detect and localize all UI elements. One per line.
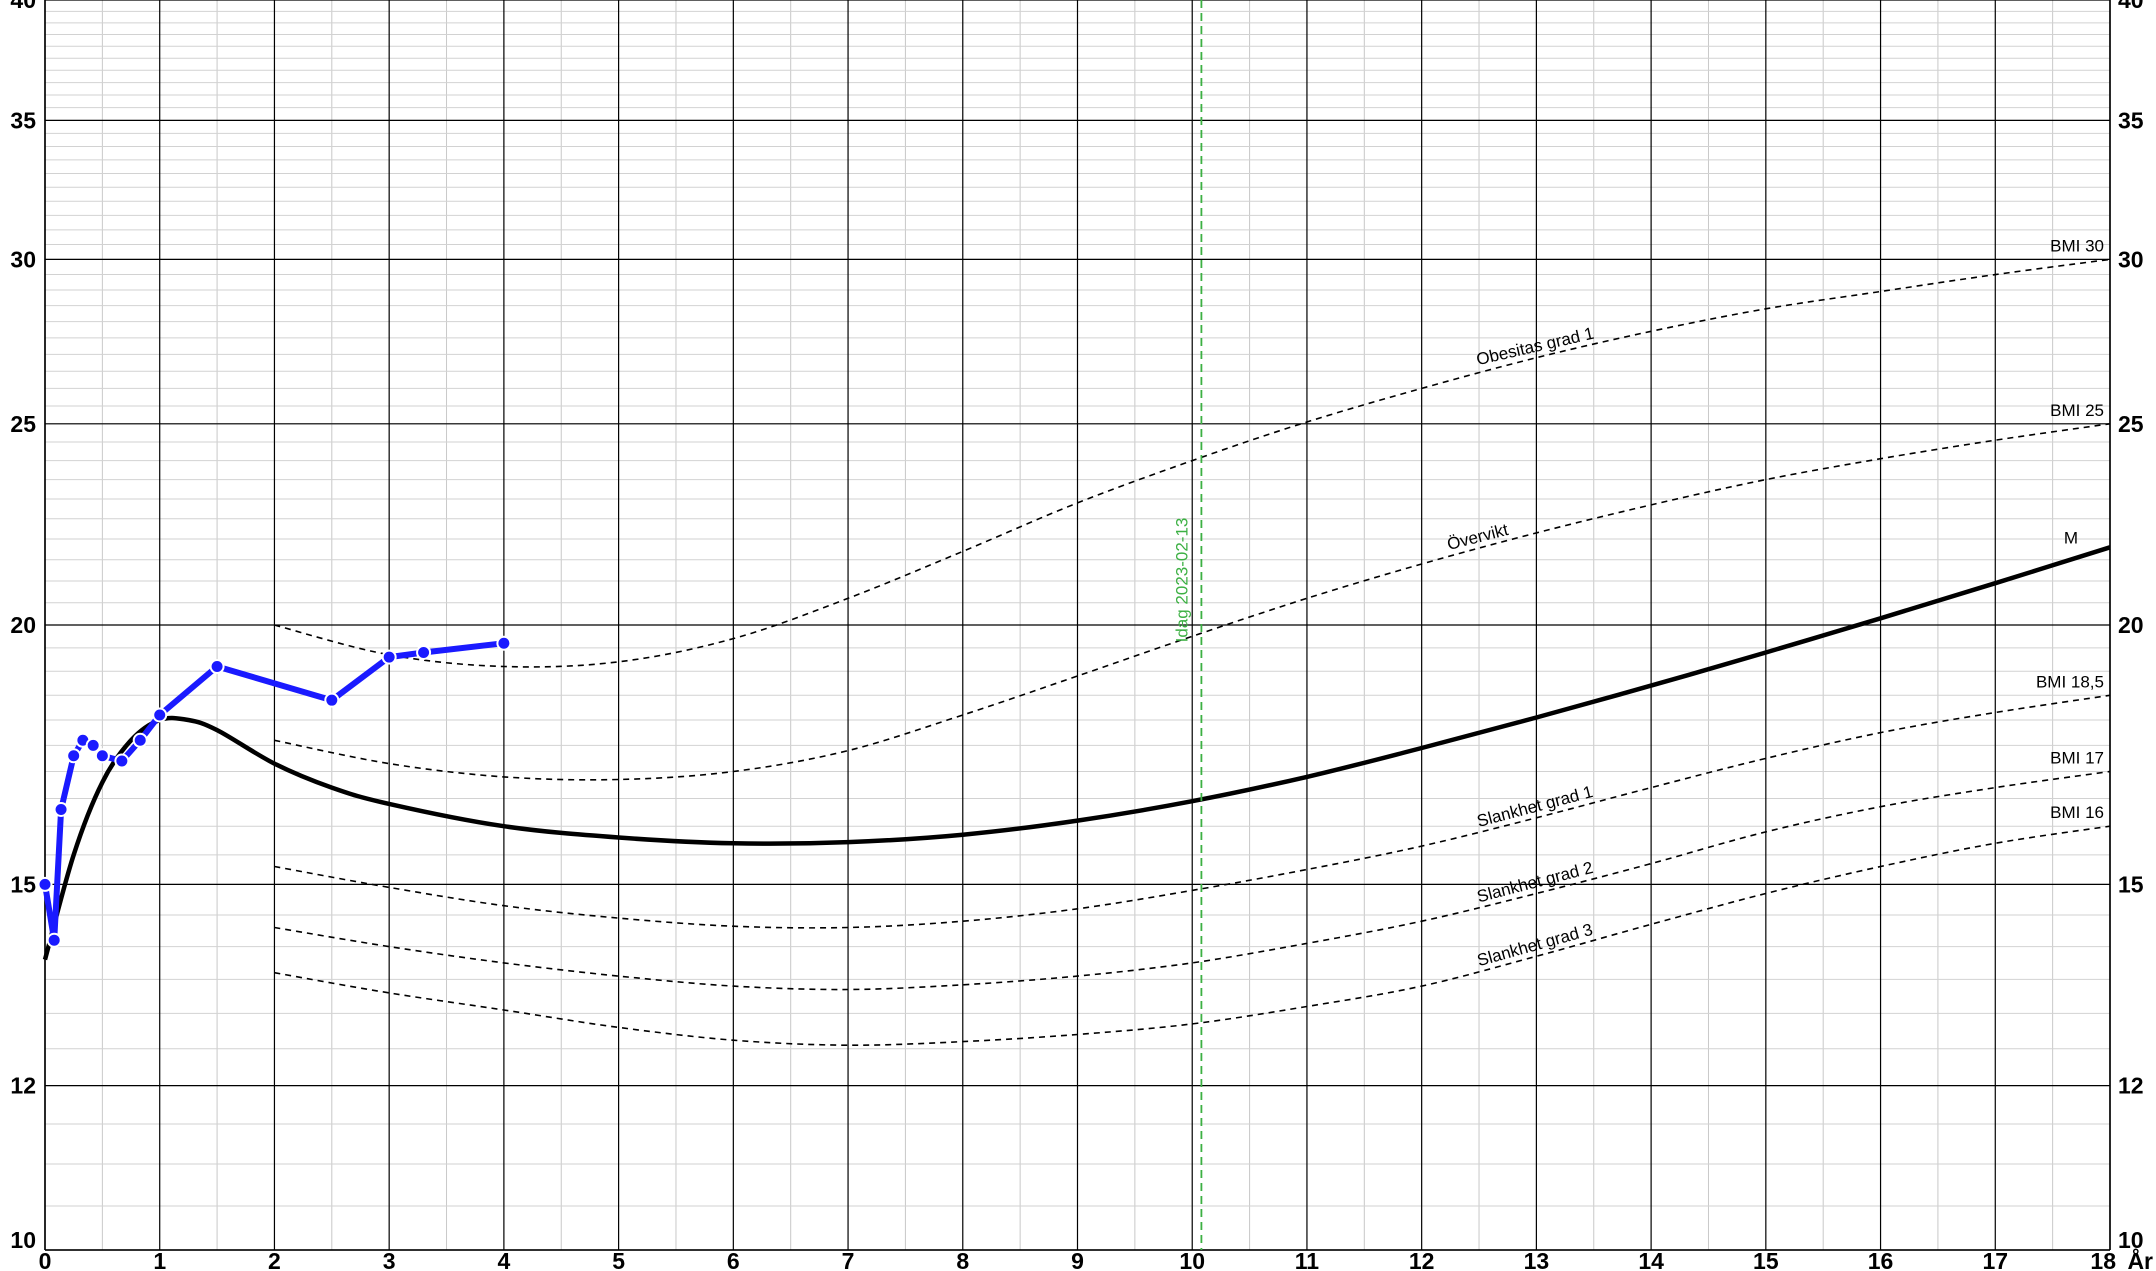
- x-tick-label: 18: [2090, 1248, 2116, 1271]
- reference-curve-end-label: BMI 16: [2050, 803, 2104, 822]
- median-curve-group: M: [42, 528, 2111, 961]
- reference-curve-5: [274, 825, 2111, 1047]
- x-axis-unit-label: År: [2127, 1247, 2153, 1271]
- reference-curve-end-label: BMI 30: [2050, 236, 2104, 255]
- today-marker-group: Idag 2023-02-13: [1172, 0, 1203, 1250]
- reference-curve-1: [274, 258, 2111, 668]
- y-tick-label-right: 25: [2118, 411, 2144, 437]
- reference-curve-label: Övervikt: [1445, 520, 1510, 554]
- y-tick-label-left: 35: [10, 107, 36, 133]
- x-tick-label: 0: [39, 1248, 52, 1271]
- y-tick-label-right: 20: [2118, 612, 2144, 638]
- reference-curve-end-label: BMI 18,5: [2036, 672, 2104, 691]
- x-tick-label: 12: [1409, 1248, 1435, 1271]
- y-tick-label-left: 20: [10, 612, 36, 638]
- x-tick-label: 10: [1179, 1248, 1205, 1271]
- patient-data-point: [152, 707, 168, 723]
- y-tick-label-right: 35: [2118, 107, 2144, 133]
- y-tick-label-left: 15: [10, 871, 36, 897]
- reference-curve-label: Obesitas grad 1: [1475, 324, 1596, 369]
- reference-curve-end-label: BMI 25: [2050, 401, 2104, 420]
- y-tick-label-left: 10: [10, 1227, 36, 1253]
- patient-data-point: [53, 801, 69, 817]
- patient-data-point: [114, 753, 130, 769]
- patient-data-point: [209, 659, 225, 675]
- reference-curve-3: [274, 694, 2111, 929]
- patient-data-point: [66, 748, 82, 764]
- patient-series-group: [37, 635, 512, 948]
- patient-data-point: [496, 635, 512, 651]
- patient-data-point: [132, 732, 148, 748]
- x-tick-label: 17: [1982, 1248, 2008, 1271]
- median-curve-label: M: [2064, 528, 2078, 547]
- y-tick-label-right: 10: [2118, 1227, 2144, 1253]
- x-tick-label: 1: [153, 1248, 166, 1271]
- patient-data-point: [37, 876, 53, 892]
- x-tick-label: 15: [1753, 1248, 1779, 1271]
- y-tick-label-right: 40: [2118, 0, 2144, 13]
- patient-data-point: [324, 692, 340, 708]
- x-tick-label: 11: [1295, 1248, 1320, 1271]
- x-tick-label: 4: [497, 1248, 510, 1271]
- patient-data-point: [416, 644, 432, 660]
- y-tick-label-right: 15: [2118, 871, 2144, 897]
- x-tick-label: 7: [842, 1248, 855, 1271]
- y-tick-label-left: 25: [10, 411, 36, 437]
- y-tick-label-right: 12: [2118, 1073, 2144, 1099]
- reference-curve-4: [274, 770, 2111, 991]
- x-tick-label: 3: [383, 1248, 396, 1271]
- patient-data-point: [46, 932, 62, 948]
- y-tick-label-left: 30: [10, 246, 36, 272]
- reference-curve-label: Slankhet grad 2: [1475, 858, 1595, 906]
- x-tick-label: 13: [1524, 1248, 1550, 1271]
- x-tick-label: 8: [956, 1248, 969, 1271]
- x-tick-label: 14: [1638, 1248, 1664, 1271]
- patient-data-point: [94, 748, 110, 764]
- patient-data-point: [381, 649, 397, 665]
- y-tick-label-right: 30: [2118, 246, 2144, 272]
- x-tick-label: 16: [1868, 1248, 1894, 1271]
- x-tick-label: 5: [612, 1248, 625, 1271]
- major-grid: [44, 0, 2111, 1251]
- today-marker-label: Idag 2023-02-13: [1172, 518, 1191, 643]
- reference-curve-label: Slankhet grad 3: [1475, 920, 1595, 970]
- x-tick-label: 2: [268, 1248, 281, 1271]
- x-tick-label: 9: [1071, 1248, 1084, 1271]
- y-tick-label-left: 40: [10, 0, 36, 13]
- y-tick-label-left: 12: [10, 1073, 36, 1099]
- reference-curve-label: Slankhet grad 1: [1475, 782, 1595, 831]
- x-tick-label: 6: [727, 1248, 740, 1271]
- patient-data-point: [85, 737, 101, 753]
- median-curve: [42, 545, 2111, 961]
- reference-curve-end-label: BMI 17: [2050, 749, 2104, 768]
